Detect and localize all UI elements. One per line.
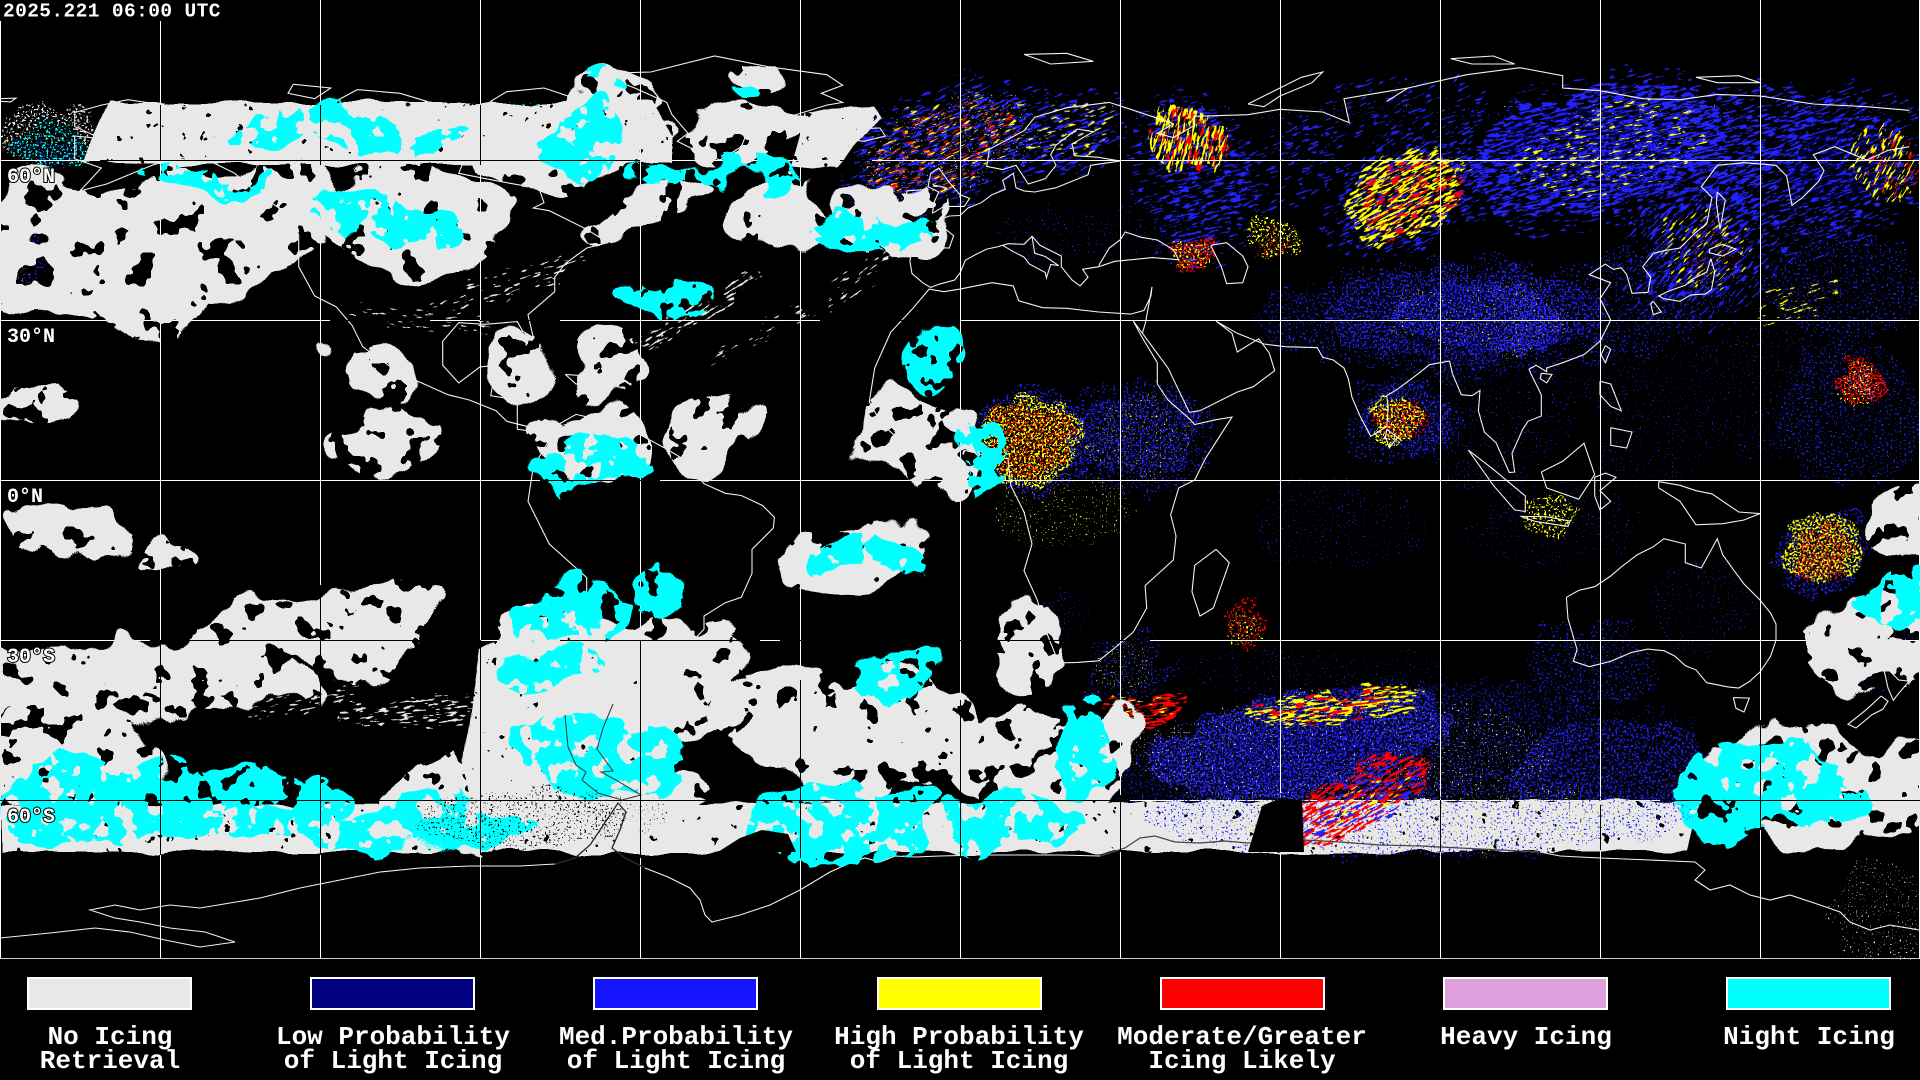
svg-text:30°S: 30°S: [7, 646, 55, 669]
svg-text:Icing Likely: Icing Likely: [1148, 1046, 1336, 1076]
svg-text:2025.221 06:00 UTC: 2025.221 06:00 UTC: [3, 1, 221, 23]
svg-text:30°N: 30°N: [7, 326, 55, 349]
svg-text:60°N: 60°N: [7, 166, 55, 189]
svg-text:No Icing: No Icing: [48, 1022, 173, 1052]
svg-text:Low Probability: Low Probability: [276, 1022, 510, 1052]
svg-text:60°S: 60°S: [7, 806, 55, 829]
svg-text:Moderate/Greater: Moderate/Greater: [1117, 1022, 1367, 1052]
svg-text:High Probability: High Probability: [834, 1022, 1084, 1052]
svg-text:Retrieval: Retrieval: [40, 1046, 180, 1076]
svg-text:0°N: 0°N: [7, 486, 43, 509]
svg-text:of Light Icing: of Light Icing: [284, 1046, 502, 1076]
svg-text:of Light Icing: of Light Icing: [850, 1046, 1068, 1076]
svg-text:Night Icing: Night Icing: [1723, 1022, 1895, 1052]
svg-text:Heavy Icing: Heavy Icing: [1440, 1022, 1612, 1052]
svg-text:of Light Icing: of Light Icing: [567, 1046, 785, 1076]
svg-text:Med.Probability: Med.Probability: [559, 1022, 793, 1052]
